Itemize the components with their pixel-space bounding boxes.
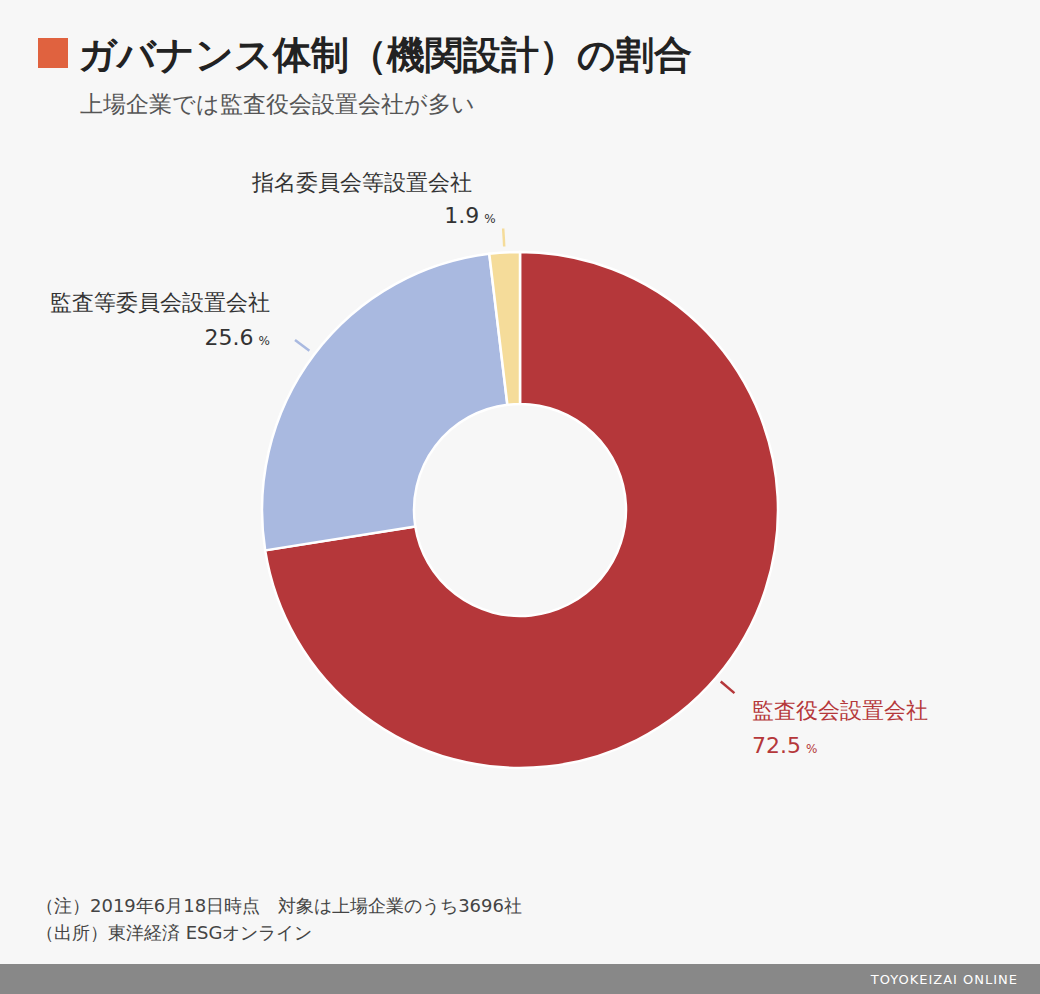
note: （出所）東洋経済 ESGオンライン	[36, 922, 312, 943]
value-label: 72.5%	[752, 733, 817, 758]
leader-line	[295, 340, 309, 351]
subtitle: 上場企業では監査役会設置会社が多い	[80, 91, 475, 117]
background	[0, 0, 1040, 994]
footer-bar	[0, 964, 1040, 994]
slice	[489, 252, 520, 405]
leader-line	[721, 681, 735, 693]
value-label: 1.9%	[444, 203, 495, 228]
value-label: 25.6%	[205, 325, 270, 350]
footer: TOYOKEIZAI ONLINE	[870, 972, 1018, 987]
slice-label: 監査役会設置会社	[752, 698, 928, 723]
slice-label: 指名委員会等設置会社	[251, 170, 472, 195]
slice-label: 監査等委員会設置会社	[50, 290, 270, 315]
title-marker	[38, 38, 68, 68]
slices	[262, 252, 778, 768]
slice	[262, 254, 507, 551]
chart-canvas: ガバナンス体制（機関設計）の割合上場企業では監査役会設置会社が多い監査役会設置会…	[0, 0, 1040, 994]
note: （注）2019年6月18日時点 対象は上場企業のうち3696社	[36, 895, 522, 916]
title: ガバナンス体制（機関設計）の割合	[78, 33, 692, 77]
leader-line	[503, 229, 504, 247]
